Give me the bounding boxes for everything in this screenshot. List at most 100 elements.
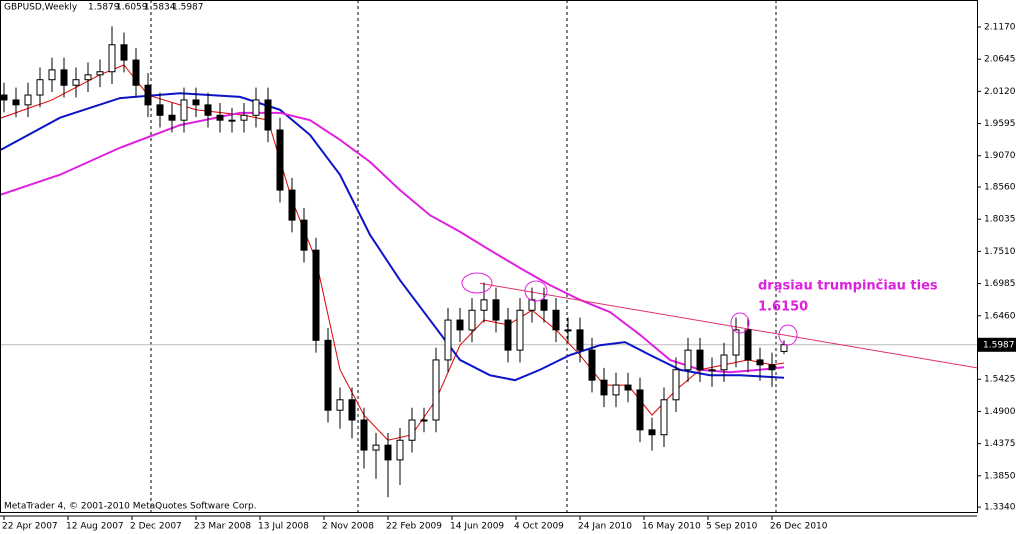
x-tick-label: 16 May 2010 — [642, 522, 701, 532]
moving-average — [0, 92, 785, 382]
candle-body — [12, 99, 20, 106]
x-tick-label: 22 Apr 2007 — [2, 522, 58, 532]
x-tick-label: 2 Dec 2007 — [130, 522, 182, 532]
candle-body — [420, 419, 428, 422]
candle-body — [672, 369, 680, 401]
y-tick-label: 1.8560 — [984, 183, 1016, 193]
candle-body — [588, 349, 596, 381]
candle-body — [456, 319, 464, 331]
x-tick-label: 14 Jun 2009 — [450, 522, 504, 532]
y-tick-label: 2.0645 — [984, 55, 1016, 65]
candle-body — [396, 439, 404, 461]
candle-body — [468, 309, 476, 331]
candle-body — [384, 444, 392, 461]
candle-body — [564, 329, 572, 332]
candle-body — [612, 384, 620, 396]
highlight-ellipse — [524, 280, 548, 302]
highlight-ellipse — [730, 312, 750, 334]
candle-body — [180, 99, 188, 121]
candle-body — [84, 74, 92, 81]
candle-body — [600, 379, 608, 396]
candle-body — [528, 299, 536, 311]
y-tick-label: 2.0120 — [984, 87, 1016, 97]
candle-body — [300, 219, 308, 251]
y-tick-label: 1.8035 — [984, 215, 1016, 225]
candle-body — [552, 309, 560, 331]
x-tick-label: 4 Oct 2009 — [514, 522, 564, 532]
x-tick-label: 2 Nov 2008 — [322, 522, 374, 532]
candle-body — [204, 104, 212, 116]
candle-body — [720, 354, 728, 371]
candle-body — [192, 99, 200, 106]
y-tick-label: 2.1170 — [984, 22, 1016, 32]
candle-body — [648, 429, 656, 436]
header-high: 1.6059 — [116, 3, 148, 13]
candle-body — [708, 369, 716, 372]
annotation: drąsiau trumpinčiau ties — [758, 279, 938, 294]
y-tick-label: 1.6985 — [984, 279, 1016, 289]
candle-body — [216, 114, 224, 121]
x-tick-label: 13 Jul 2008 — [258, 522, 309, 532]
candle-body — [624, 384, 632, 391]
candle-body — [288, 189, 296, 221]
candle-body — [276, 129, 284, 191]
candle-body — [120, 44, 128, 61]
candle-body — [96, 71, 104, 76]
candle-body — [756, 359, 764, 366]
footer: MetaTrader 4, © 2001-2010 MetaQuotes Sof… — [4, 502, 257, 512]
candle-body — [432, 359, 440, 421]
header-open: 1.5879 — [88, 3, 120, 13]
candle-body — [336, 399, 344, 411]
x-tick-label: 26 Dec 2010 — [770, 522, 828, 532]
candle-body — [780, 344, 788, 352]
candle-body — [48, 69, 56, 81]
candle-body — [504, 319, 512, 351]
candle-body — [324, 339, 332, 411]
candle-body — [240, 114, 248, 121]
x-tick-label: 24 Jan 2010 — [578, 522, 632, 532]
candle-body — [156, 104, 164, 116]
x-tick-label: 12 Aug 2007 — [66, 522, 124, 532]
candle-body — [768, 364, 776, 371]
y-tick-label: 1.9595 — [984, 119, 1016, 129]
y-tick-label: 1.7510 — [984, 247, 1016, 257]
candle-body — [144, 84, 152, 106]
y-tick-label: 1.6460 — [984, 311, 1016, 321]
candle-body — [312, 249, 320, 341]
x-tick-label: 22 Feb 2009 — [386, 522, 442, 532]
plot — [0, 26, 978, 498]
candle-body — [480, 299, 488, 311]
x-tick-label: 5 Sep 2010 — [706, 522, 758, 532]
x-tick-label: 23 Mar 2008 — [194, 522, 251, 532]
moving-average — [0, 64, 785, 441]
candle-body — [492, 299, 500, 321]
candle-body — [228, 119, 236, 122]
y-tick-label: 1.3850 — [984, 471, 1016, 481]
y-tick-label: 1.4900 — [984, 407, 1016, 417]
current-price-label: 1.5987 — [983, 340, 1015, 350]
candle-body — [516, 309, 524, 351]
candle-body — [684, 349, 692, 371]
candle-body — [360, 419, 368, 451]
candle-body — [168, 114, 176, 121]
candle-body — [576, 329, 584, 351]
candle-body — [636, 389, 644, 431]
candle-body — [660, 399, 668, 436]
candle-body — [36, 79, 44, 96]
current-price-box — [978, 337, 1016, 352]
candle-body — [408, 419, 416, 441]
candle-body — [0, 94, 8, 101]
header-close: 1.5987 — [172, 3, 204, 13]
candle-body — [372, 444, 380, 451]
candle-body — [264, 99, 272, 131]
highlight-ellipse — [778, 324, 798, 346]
y-tick-label: 1.5425 — [984, 375, 1016, 385]
highlight-ellipse — [461, 272, 493, 294]
plot-frame — [0, 0, 978, 513]
y-tick-label: 1.4375 — [984, 439, 1016, 449]
annotation-level: 1.6150 — [758, 300, 808, 315]
candle-body — [540, 299, 548, 311]
candle-body — [72, 79, 80, 86]
